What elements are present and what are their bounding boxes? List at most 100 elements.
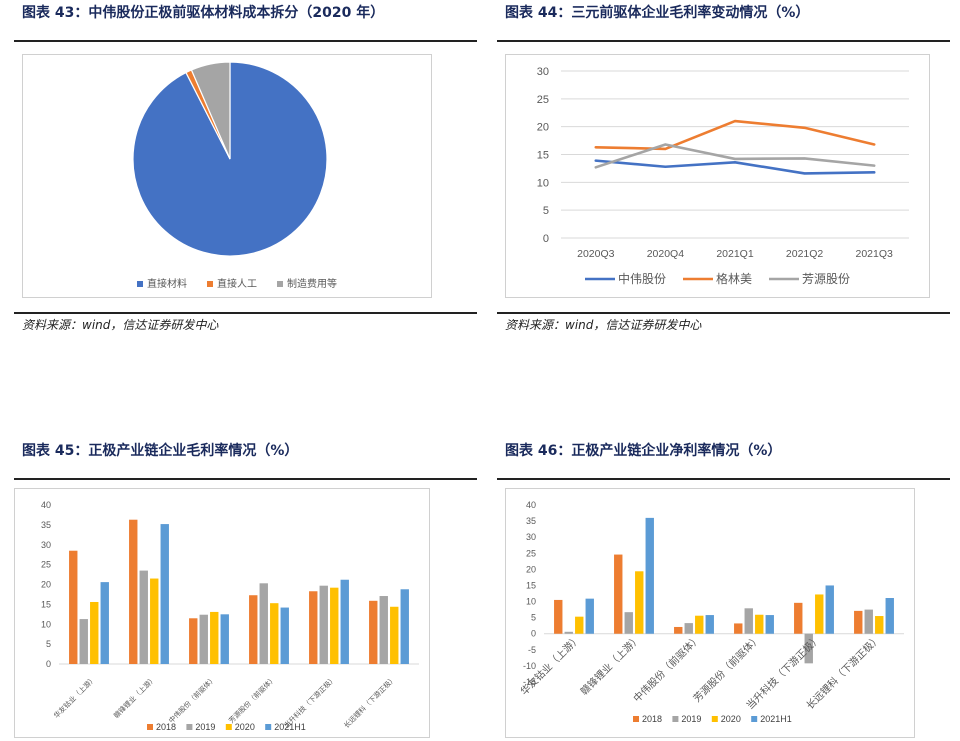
bar-2020-3 [695, 615, 704, 634]
y-tick-label-9: 40 [41, 500, 51, 510]
legend-label-2: 2019 [681, 714, 701, 724]
legend-label-2: 直接人工 [217, 277, 257, 290]
series-line-3 [594, 143, 876, 169]
chart44-bottom-rule [497, 312, 950, 314]
y-tick-label-9: 25 [526, 548, 536, 558]
bar-2021H1-3 [220, 614, 229, 664]
legend-marker-2 [207, 281, 213, 287]
y-tick-label-5: 20 [537, 122, 549, 134]
bar-2020-5 [815, 594, 824, 634]
y-tick-label-8: 35 [41, 520, 51, 530]
chart44-title: 图表 44：三元前驱体企业毛利率变动情况（%） [505, 5, 810, 21]
bar-2020-4 [755, 614, 764, 634]
x-tick-label-6: 长远锂科（下游正极） [342, 674, 398, 730]
chart45-top-rule [14, 478, 477, 480]
y-tick-label-3: 10 [41, 619, 51, 629]
bar-2021H1-6 [400, 589, 409, 664]
legend-label-3: 2020 [235, 722, 255, 732]
bar-2021H1-4 [280, 607, 289, 664]
y-tick-label-8: 20 [526, 564, 536, 574]
bar-2020-6 [875, 616, 884, 634]
legend-marker-4 [265, 724, 272, 730]
x-tick-label-5: 2021Q3 [856, 248, 894, 260]
y-tick-label-4: 15 [537, 150, 549, 162]
legend-label-2: 2019 [195, 722, 215, 732]
bar-2018-3 [189, 618, 198, 664]
y-tick-label-4: 15 [41, 599, 51, 609]
y-tick-label-2: 5 [46, 639, 51, 649]
bar-2018-4 [734, 623, 743, 634]
chart44-line-chart: 0 5 10 15 20 25 30 2020Q3 2020Q4 2021Q1 2021Q2 2021… [537, 66, 909, 286]
chart45-frame: 0 5 10 15 20 25 30 35 40 华友钴业（上游） 赣锋锂业（上游） 中伟股份（前驱体… [14, 488, 430, 738]
chart46-top-rule [497, 478, 950, 480]
bar-2021H1-5 [340, 579, 349, 664]
legend-label-4: 2021H1 [274, 722, 306, 732]
legend-marker-2 [186, 724, 193, 730]
bar-2020-6 [390, 606, 399, 664]
y-tick-label-11: 35 [526, 516, 536, 526]
bar-2019-4 [744, 608, 753, 634]
x-tick-label-2: 赣锋锂业（上游） [112, 674, 158, 720]
legend-marker-4 [751, 716, 758, 722]
bar-2018-3 [674, 626, 683, 634]
legend-label-1: 直接材料 [147, 277, 187, 290]
y-tick-label-6: 25 [41, 560, 51, 570]
bar-2019-2 [624, 612, 633, 634]
legend-label-2: 格林美 [716, 271, 752, 286]
bar-2019-4 [259, 583, 268, 664]
legend-marker-2 [672, 716, 679, 722]
y-tick-label-4: 0 [531, 629, 536, 639]
chart43-bottom-rule [14, 312, 477, 314]
chart46-title: 图表 46：正极产业链企业净利率情况（%） [505, 443, 782, 459]
y-tick-label-1: 0 [46, 659, 51, 669]
bar-2020-1 [90, 601, 99, 664]
y-tick-label-5: 20 [41, 580, 51, 590]
legend-label-3: 芳源股份 [802, 272, 850, 286]
bar-2018-4 [249, 595, 258, 664]
bar-2019-5 [319, 585, 328, 664]
y-tick-label-6: 25 [537, 94, 549, 106]
y-tick-label-1: 0 [543, 233, 549, 245]
legend-label-1: 2018 [642, 714, 662, 724]
bar-2019-2 [139, 570, 148, 664]
series-line-1 [594, 159, 876, 175]
chart43-pie-chart: 直接材料 直接人工 制造费用等 [132, 61, 337, 290]
bar-2019-6 [379, 596, 388, 664]
legend-label-3: 2020 [721, 714, 741, 724]
y-tick-label-5: 5 [531, 613, 536, 623]
chart46-bar-chart: -15-10-50510152025303540华友钴业（上游）赣锋锂业（上游）… [518, 500, 904, 724]
y-tick-label-7: 30 [537, 66, 549, 78]
y-tick-label-3: -5 [528, 645, 536, 655]
series-line-2 [594, 119, 876, 151]
bar-2018-1 [69, 550, 78, 664]
bar-2021H1-5 [825, 585, 834, 634]
bar-2021H1-6 [885, 598, 894, 634]
y-tick-label-7: 30 [41, 540, 51, 550]
bar-2020-4 [270, 603, 279, 664]
legend-marker-3 [277, 281, 283, 287]
bar-2021H1-2 [645, 517, 654, 634]
bar-2021H1-1 [100, 582, 109, 664]
pie-slice-3 [190, 61, 231, 160]
legend-marker-3 [711, 716, 718, 722]
x-tick-label-1: 2020Q3 [577, 248, 615, 260]
chart43-top-rule [14, 40, 477, 42]
y-tick-label-10: 30 [526, 532, 536, 542]
bar-2021H1-4 [765, 615, 774, 634]
chart43-frame: 直接材料 直接人工 制造费用等 [22, 54, 432, 298]
bar-2019-6 [864, 609, 873, 634]
bar-2021H1-3 [705, 615, 714, 634]
legend-label-4: 2021H1 [760, 714, 792, 724]
chart45-bar-chart: 0 5 10 15 20 25 30 35 40 华友钴业（上游） 赣锋锂业（上游） 中伟股份（前驱体… [41, 500, 419, 732]
chart46-frame: -15 -10 -5 0 5 10 15 20 25 30 35 40 华友钴业（上游） 赣锋锂业（上游）… [505, 488, 915, 738]
bar-2019-1 [79, 619, 88, 664]
x-tick-label-4: 2021Q2 [786, 248, 824, 260]
legend-label-1: 2018 [156, 722, 176, 732]
y-tick-label-1: -15 [523, 677, 536, 687]
bar-2020-2 [635, 571, 644, 634]
legend-marker-3 [225, 724, 232, 730]
legend-marker-1 [147, 724, 153, 730]
bar-2018-2 [129, 519, 138, 664]
bar-2020-1 [575, 616, 584, 634]
legend-marker-1 [633, 716, 639, 722]
